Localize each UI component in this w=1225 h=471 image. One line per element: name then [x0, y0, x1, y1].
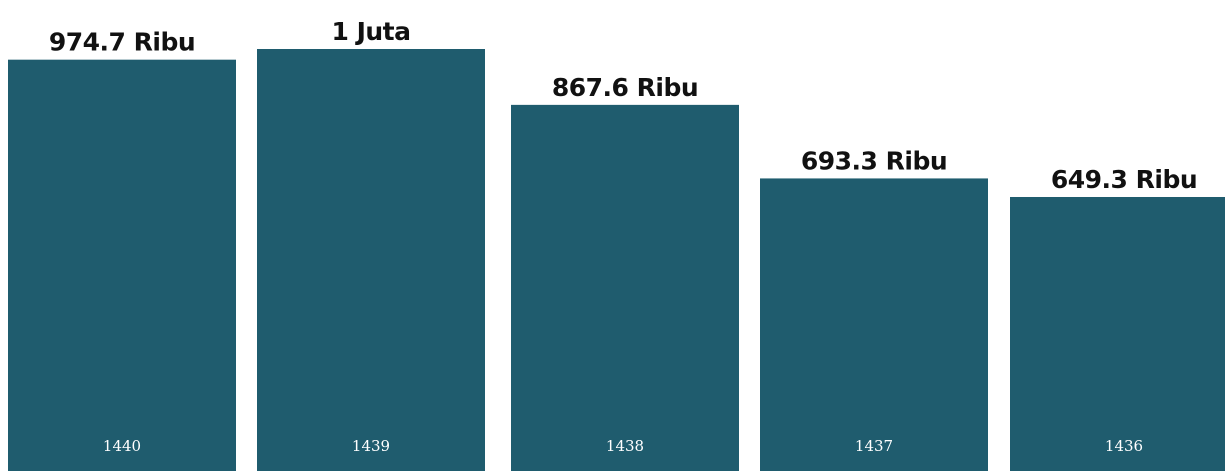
bar-1438	[511, 104, 739, 471]
category-label-1436: 1436	[1105, 437, 1143, 455]
value-label-1436: 649.3 Ribu	[1051, 165, 1197, 194]
value-label-1438: 867.6 Ribu	[552, 73, 698, 102]
value-label-1439: 1 Juta	[331, 17, 410, 46]
category-label-1438: 1438	[606, 437, 644, 455]
category-label-1439: 1439	[352, 437, 390, 455]
category-label-1440: 1440	[103, 437, 141, 455]
bar-1436	[1010, 196, 1225, 471]
category-label-1437: 1437	[855, 437, 893, 455]
value-label-1440: 974.7 Ribu	[49, 28, 195, 57]
bar-1439	[257, 49, 485, 471]
bar-1440	[8, 59, 236, 471]
value-label-1437: 693.3 Ribu	[801, 146, 947, 175]
bar-1437	[760, 178, 988, 471]
